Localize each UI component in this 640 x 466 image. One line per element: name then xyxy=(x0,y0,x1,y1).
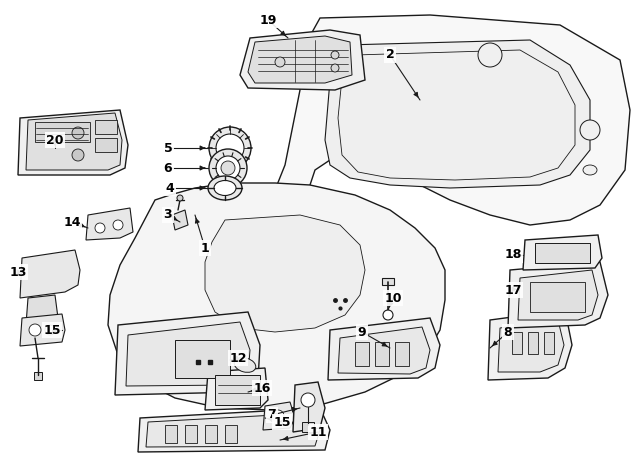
Polygon shape xyxy=(338,327,430,374)
Text: 13: 13 xyxy=(10,266,27,279)
Polygon shape xyxy=(172,210,188,230)
Polygon shape xyxy=(20,314,65,346)
Text: 2: 2 xyxy=(386,48,394,62)
Polygon shape xyxy=(325,40,590,188)
Circle shape xyxy=(95,223,105,233)
Polygon shape xyxy=(290,232,335,262)
Polygon shape xyxy=(523,235,602,270)
Bar xyxy=(215,375,260,405)
Polygon shape xyxy=(263,402,295,430)
Polygon shape xyxy=(115,312,260,395)
Ellipse shape xyxy=(216,134,244,162)
Bar xyxy=(544,332,554,354)
Text: 7: 7 xyxy=(268,409,276,422)
Text: 17: 17 xyxy=(504,283,522,296)
Bar xyxy=(175,340,230,378)
Circle shape xyxy=(478,43,502,67)
Bar xyxy=(185,425,197,443)
Polygon shape xyxy=(205,368,268,410)
Ellipse shape xyxy=(221,161,235,175)
Text: 15: 15 xyxy=(273,416,291,429)
Bar xyxy=(95,120,117,134)
Text: 5: 5 xyxy=(164,142,172,155)
Circle shape xyxy=(113,220,123,230)
Polygon shape xyxy=(205,215,365,332)
Polygon shape xyxy=(302,422,314,432)
Circle shape xyxy=(29,324,41,336)
Polygon shape xyxy=(138,408,330,452)
Polygon shape xyxy=(20,250,80,298)
Polygon shape xyxy=(146,413,320,447)
Text: 14: 14 xyxy=(63,215,81,228)
Polygon shape xyxy=(25,295,58,338)
Text: 6: 6 xyxy=(164,162,172,174)
Circle shape xyxy=(45,325,55,335)
Ellipse shape xyxy=(209,127,251,169)
Circle shape xyxy=(72,127,84,139)
Bar xyxy=(165,425,177,443)
Bar xyxy=(535,243,590,263)
Ellipse shape xyxy=(234,358,256,372)
Polygon shape xyxy=(240,30,365,90)
Polygon shape xyxy=(508,262,608,328)
Text: 16: 16 xyxy=(253,382,271,395)
Bar xyxy=(225,425,237,443)
Polygon shape xyxy=(488,310,572,380)
Polygon shape xyxy=(518,270,598,320)
Circle shape xyxy=(580,120,600,140)
Bar xyxy=(512,332,522,354)
Text: 11: 11 xyxy=(309,425,327,439)
Polygon shape xyxy=(108,183,445,410)
Ellipse shape xyxy=(216,156,240,180)
Polygon shape xyxy=(382,278,394,285)
Polygon shape xyxy=(270,15,630,235)
Circle shape xyxy=(301,393,315,407)
Text: 18: 18 xyxy=(504,248,522,261)
Polygon shape xyxy=(26,113,122,170)
Bar xyxy=(95,138,117,152)
Circle shape xyxy=(383,310,393,320)
Text: 15: 15 xyxy=(44,323,61,336)
Text: 20: 20 xyxy=(46,133,64,146)
Text: 19: 19 xyxy=(259,14,276,27)
Bar xyxy=(530,282,585,312)
Polygon shape xyxy=(248,36,352,83)
Circle shape xyxy=(272,410,284,422)
Bar xyxy=(35,122,90,142)
Ellipse shape xyxy=(583,165,597,175)
Polygon shape xyxy=(290,205,335,235)
Ellipse shape xyxy=(208,176,242,200)
Text: 4: 4 xyxy=(166,181,174,194)
Text: 8: 8 xyxy=(504,325,512,338)
Bar xyxy=(395,342,409,366)
Text: 10: 10 xyxy=(384,292,402,304)
Bar xyxy=(355,342,369,366)
Polygon shape xyxy=(328,318,440,380)
Polygon shape xyxy=(498,320,564,372)
Text: 12: 12 xyxy=(229,351,247,364)
Circle shape xyxy=(331,64,339,72)
Polygon shape xyxy=(86,208,133,240)
Text: 3: 3 xyxy=(164,208,172,221)
Ellipse shape xyxy=(214,180,236,196)
Polygon shape xyxy=(126,322,250,386)
Polygon shape xyxy=(34,372,42,380)
Polygon shape xyxy=(293,382,325,432)
Ellipse shape xyxy=(209,149,247,187)
Circle shape xyxy=(331,51,339,59)
Circle shape xyxy=(177,195,183,201)
Polygon shape xyxy=(18,110,128,175)
Bar xyxy=(528,332,538,354)
Bar xyxy=(375,342,389,366)
Circle shape xyxy=(72,149,84,161)
Bar xyxy=(205,425,217,443)
Circle shape xyxy=(275,57,285,67)
Text: 1: 1 xyxy=(200,241,209,254)
Text: 9: 9 xyxy=(358,325,366,338)
